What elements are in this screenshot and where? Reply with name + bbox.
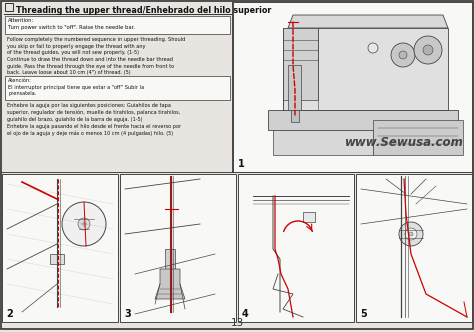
Bar [303, 212, 315, 222]
Circle shape [409, 232, 413, 236]
Bar [5, 3, 13, 11]
Bar [50, 254, 64, 264]
Polygon shape [273, 130, 373, 155]
Text: Atención:
El interruptor principal tiene que estar a “off” Subir la
prensatela.: Atención: El interruptor principal tiene… [8, 78, 144, 96]
Text: Enhebre la aguja pasando el hilo desde el frente hacia el reverso por
el ojo de : Enhebre la aguja pasando el hilo desde e… [7, 124, 181, 136]
Polygon shape [288, 65, 301, 115]
Circle shape [78, 218, 90, 230]
Text: 13: 13 [230, 318, 244, 328]
Text: www.Sewusa.com: www.Sewusa.com [345, 135, 464, 148]
Circle shape [391, 43, 415, 67]
Bar [238, 174, 354, 322]
Text: Enhebre la aguja por las siguientes posiciones: Guiahilos de tapa
superior, regu: Enhebre la aguja por las siguientes posi… [7, 103, 180, 122]
Polygon shape [283, 28, 318, 100]
Text: Attention:
Turn power switch to "off". Raise the needle bar.: Attention: Turn power switch to "off". R… [8, 18, 135, 30]
Circle shape [423, 45, 433, 55]
Text: 3: 3 [124, 309, 131, 319]
Text: 2: 2 [6, 309, 13, 319]
Circle shape [368, 43, 378, 53]
Circle shape [414, 36, 442, 64]
Polygon shape [268, 110, 458, 130]
Polygon shape [155, 269, 185, 299]
Circle shape [399, 51, 407, 59]
Text: 4: 4 [242, 309, 249, 319]
Polygon shape [288, 15, 448, 28]
Text: 5: 5 [360, 309, 367, 319]
Circle shape [405, 228, 417, 240]
Text: Follow completely the numbered sequence in upper threading. Should
you skip or f: Follow completely the numbered sequence … [7, 37, 185, 55]
Bar [356, 174, 472, 322]
Bar [233, 2, 472, 172]
Text: Threading the upper thread/Enhebrado del hilo superior: Threading the upper thread/Enhebrado del… [16, 6, 272, 15]
Bar [2, 174, 118, 322]
Bar [291, 110, 299, 122]
Bar [5, 76, 230, 100]
Polygon shape [283, 28, 448, 110]
Text: Continue to draw the thread down and into the needle bar thread
guide. Pass the : Continue to draw the thread down and int… [7, 57, 174, 75]
Circle shape [62, 202, 106, 246]
Polygon shape [373, 120, 463, 155]
Bar [165, 249, 175, 269]
Text: 1: 1 [238, 159, 245, 169]
Bar [5, 16, 230, 34]
Bar [120, 174, 236, 322]
Circle shape [399, 222, 423, 246]
